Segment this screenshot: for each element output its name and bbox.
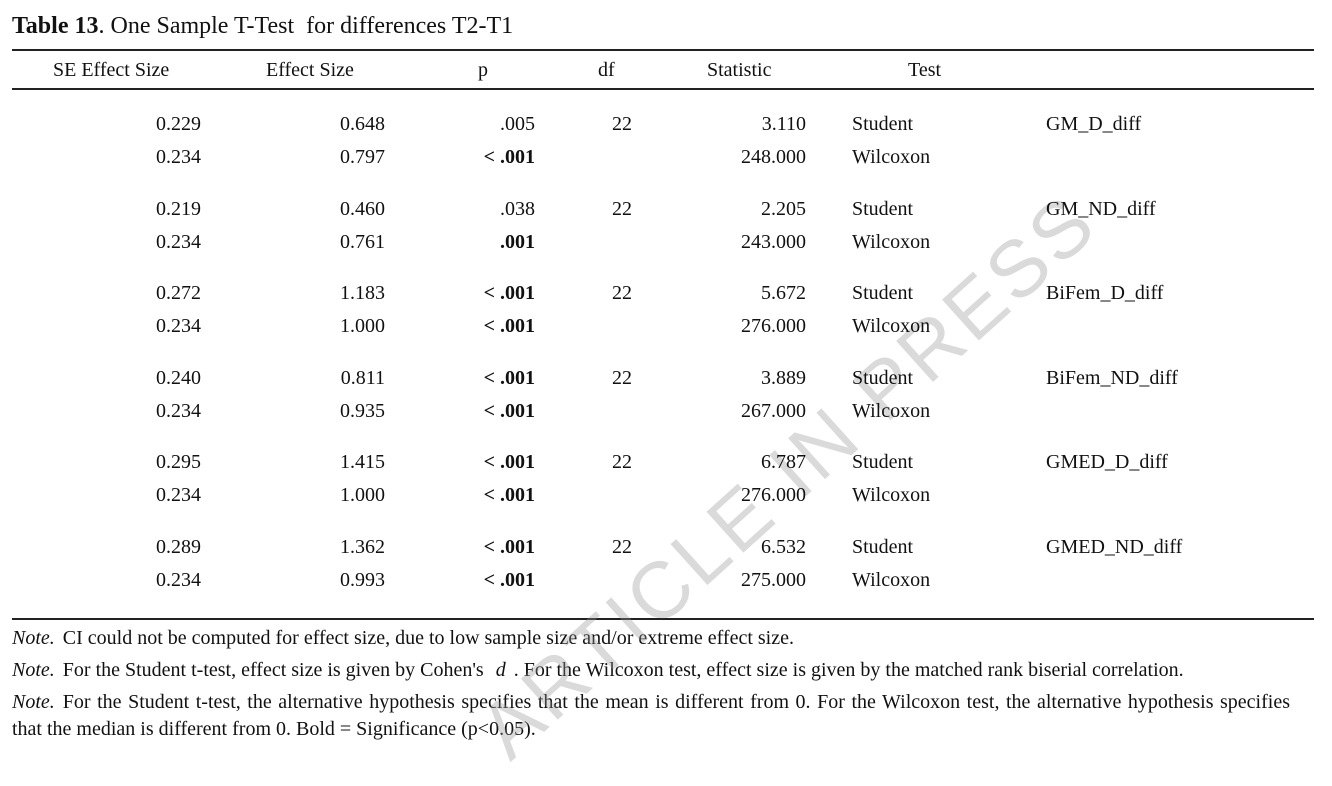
cell-effect-size: 1.000 [340, 484, 385, 506]
cell-test: Student [852, 282, 914, 304]
cell-se: 0.234 [156, 484, 201, 506]
cell-effect-size: 0.761 [340, 230, 385, 253]
cell-p: < .001 [483, 451, 535, 473]
cell-effect-size: 0.935 [340, 399, 385, 422]
column-header: Statistic [707, 59, 772, 81]
note: Note. For the Student t-test, effect size… [12, 657, 1290, 684]
notes: Note. CI could not be computed for effect… [12, 625, 1290, 748]
cell-df: 22 [612, 535, 632, 558]
cell-effect-size: 0.460 [340, 197, 385, 220]
cell-statistic: 5.672 [761, 282, 806, 304]
column-header: df [598, 59, 615, 81]
note-label: Note. [12, 691, 55, 713]
cell-se: 0.289 [156, 535, 201, 558]
cell-effect-size: 0.648 [340, 113, 385, 135]
cell-p: < .001 [483, 282, 535, 304]
column-header: Effect Size [266, 59, 354, 81]
cell-effect-size: 0.797 [340, 146, 385, 168]
column-header: p [478, 59, 488, 81]
note-text: For the Student t-test, effect size is g… [62, 659, 484, 681]
cell-df: 22 [612, 197, 632, 220]
note: Note. For the Student t-test, the alterna… [12, 689, 1290, 743]
cell-effect-size: 1.183 [340, 282, 385, 304]
column-header: SE Effect Size [53, 59, 170, 81]
cell-effect-size: 1.000 [340, 315, 385, 337]
bottom-rule [12, 618, 1314, 620]
cell-df: 22 [612, 113, 632, 135]
table-title: Table 13. One Sample T-Test for differen… [12, 12, 513, 40]
cell-statistic: 275.000 [741, 568, 806, 591]
cell-test: Wilcoxon [852, 568, 931, 591]
cell-test: Student [852, 197, 914, 220]
cell-se: 0.234 [156, 568, 201, 591]
title-label: Table 13 [12, 13, 99, 39]
note-label: Note. [12, 659, 55, 681]
column-header: Test [908, 59, 942, 81]
cell-statistic: 2.205 [761, 197, 806, 220]
cell-p: .005 [500, 113, 535, 135]
cell-p: < .001 [483, 399, 535, 422]
note-text: . For the Wilcoxon test, effect size is … [513, 659, 1184, 681]
cell-statistic: 3.110 [761, 113, 806, 135]
cell-se: 0.234 [156, 230, 201, 253]
cell-statistic: 6.787 [761, 451, 806, 473]
cell-test: Student [852, 535, 914, 558]
cell-se: 0.272 [156, 282, 201, 304]
cell-se: 0.240 [156, 366, 201, 389]
cell-p: .038 [500, 197, 535, 220]
variable-name: BiFem_ND_diff [1046, 366, 1178, 389]
cell-statistic: 276.000 [741, 484, 806, 506]
cell-test: Student [852, 366, 914, 389]
cell-se: 0.219 [156, 197, 201, 220]
cell-effect-size: 1.415 [340, 451, 385, 473]
cell-test: Wilcoxon [852, 146, 931, 168]
variable-name: GMED_D_diff [1046, 451, 1168, 473]
cell-test: Wilcoxon [852, 399, 931, 422]
cell-p: < .001 [483, 366, 535, 389]
title-text: . One Sample T-Test for differences T2-T… [98, 13, 514, 39]
cell-test: Student [852, 113, 914, 135]
note-label: Note. [12, 627, 55, 649]
cell-df: 22 [612, 366, 632, 389]
cell-statistic: 243.000 [741, 230, 806, 253]
cell-df: 22 [612, 451, 632, 473]
cell-effect-size: 0.993 [340, 568, 385, 591]
cell-df: 22 [612, 282, 632, 304]
cell-statistic: 3.889 [761, 366, 806, 389]
cell-p: < .001 [483, 146, 535, 168]
cell-se: 0.295 [156, 451, 201, 473]
cell-effect-size: 0.811 [340, 366, 385, 389]
cell-se: 0.234 [156, 146, 201, 168]
cell-test: Wilcoxon [852, 230, 931, 253]
cell-test: Student [852, 451, 914, 473]
top-rule [12, 49, 1314, 51]
cell-p: < .001 [483, 315, 535, 337]
variable-name: BiFem_D_diff [1046, 282, 1164, 304]
cell-p: < .001 [483, 568, 535, 591]
variable-name: GMED_ND_diff [1046, 535, 1183, 558]
cell-se: 0.234 [156, 315, 201, 337]
note-text: For the Student t-test, the alternative … [12, 691, 1290, 740]
cell-effect-size: 1.362 [340, 535, 385, 558]
header-rule [12, 88, 1314, 90]
cell-statistic: 267.000 [741, 399, 806, 422]
cell-test: Wilcoxon [852, 484, 931, 506]
note: Note. CI could not be computed for effect… [12, 625, 1290, 652]
cell-se: 0.229 [156, 113, 201, 135]
variable-name: GM_ND_diff [1046, 197, 1156, 220]
cell-test: Wilcoxon [852, 315, 931, 337]
note-text: CI could not be computed for effect size… [62, 627, 794, 649]
cell-p: < .001 [483, 484, 535, 506]
cell-statistic: 248.000 [741, 146, 806, 168]
note-symbol: d [495, 659, 506, 681]
variable-name: GM_D_diff [1046, 113, 1142, 135]
cell-p: .001 [500, 230, 535, 253]
cell-se: 0.234 [156, 399, 201, 422]
cell-statistic: 276.000 [741, 315, 806, 337]
cell-statistic: 6.532 [761, 535, 806, 558]
cell-p: < .001 [483, 535, 535, 558]
